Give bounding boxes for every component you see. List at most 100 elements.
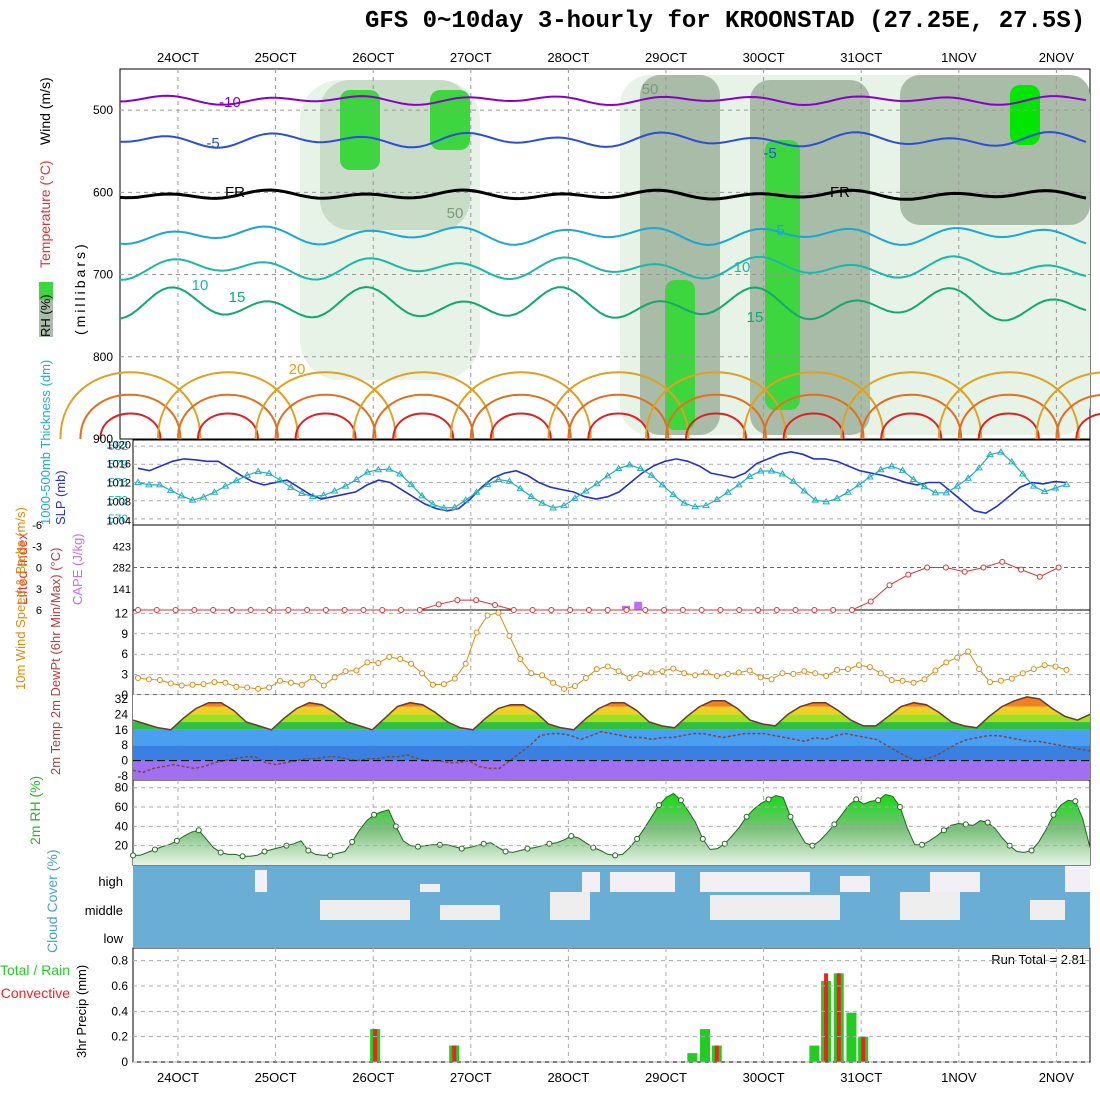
cloud-row-high: high bbox=[98, 874, 123, 889]
thickness-line-marker bbox=[1018, 470, 1027, 477]
rh-marker bbox=[721, 840, 728, 847]
thickness-line-marker bbox=[702, 501, 710, 509]
mid-clear bbox=[900, 892, 960, 920]
date-label: 25OCT bbox=[255, 1070, 297, 1085]
wind-speed-line-marker bbox=[593, 666, 600, 673]
rh-marker bbox=[480, 840, 487, 847]
wind-speed-line-marker bbox=[713, 672, 720, 679]
temperature-contour bbox=[119, 285, 1087, 322]
pressure-tick: 500 bbox=[93, 103, 113, 117]
li-line-marker bbox=[510, 607, 517, 613]
li-line-marker bbox=[999, 558, 1006, 565]
thickness-line-marker bbox=[767, 466, 776, 474]
wind-speed-line-marker bbox=[626, 675, 633, 681]
thickness-line-marker bbox=[691, 502, 699, 510]
thickness-line-marker bbox=[887, 462, 896, 469]
wind-speed-line-marker bbox=[812, 670, 819, 677]
wind-speed-line-marker bbox=[921, 676, 928, 683]
axis-tick: 0.6 bbox=[111, 979, 128, 993]
li-line-marker bbox=[773, 607, 780, 613]
wind-speed-line-marker bbox=[1019, 670, 1026, 677]
temperature-contour bbox=[119, 130, 1087, 149]
temperature-contour bbox=[119, 225, 1087, 247]
wind-speed-line-marker bbox=[768, 676, 775, 683]
thickness-line-marker bbox=[483, 480, 492, 487]
thickness-line-marker bbox=[363, 468, 372, 475]
temp-ylabel: 2m Temp 2m DewPt (6hr Min/Max) (°C) bbox=[48, 548, 63, 775]
wind-speed-line bbox=[137, 612, 1067, 690]
li-line-marker bbox=[153, 607, 160, 613]
warm-contour bbox=[469, 393, 572, 440]
rh-marker bbox=[436, 841, 443, 848]
rh-line bbox=[133, 792, 1091, 857]
date-label: 30OCT bbox=[743, 50, 785, 65]
thickness-line-marker bbox=[341, 482, 350, 489]
thickness-line-marker bbox=[953, 482, 962, 489]
li-line-marker bbox=[228, 607, 235, 613]
li-line-marker bbox=[416, 607, 423, 613]
thickness-line-marker bbox=[745, 472, 754, 479]
wind-speed-line-marker bbox=[156, 677, 163, 684]
axis-tick: 20 bbox=[115, 839, 129, 853]
rh-marker bbox=[151, 846, 158, 853]
wind-speed-line-marker bbox=[659, 668, 666, 675]
axis-tick: 579 bbox=[108, 457, 128, 471]
date-label: 28OCT bbox=[547, 50, 589, 65]
date-label: 24OCT bbox=[157, 1070, 199, 1085]
thickness-line-marker bbox=[505, 477, 514, 484]
date-label: 2NOV bbox=[1039, 1070, 1075, 1085]
high-clear bbox=[840, 876, 870, 892]
contour-label: 15 bbox=[229, 289, 246, 306]
wind-speed-line-marker bbox=[353, 667, 360, 674]
wind-speed-line-marker bbox=[582, 675, 589, 681]
li-line-marker bbox=[717, 607, 724, 613]
thickness-line-marker bbox=[636, 464, 645, 472]
warm-contour bbox=[957, 393, 1060, 440]
thickness-line-marker bbox=[865, 473, 874, 480]
li-line-marker bbox=[980, 564, 987, 571]
axis-tick: 0 bbox=[36, 563, 42, 575]
thickness-line-marker bbox=[461, 496, 470, 503]
high-clear bbox=[610, 872, 675, 892]
wind-speed-line-marker bbox=[888, 677, 895, 684]
axis-tick: 1012 bbox=[107, 478, 131, 490]
mid-clear bbox=[1030, 900, 1065, 920]
warm-contour bbox=[449, 371, 592, 440]
thickness-line-marker bbox=[155, 480, 164, 488]
li-line-marker bbox=[604, 607, 611, 613]
li-line-marker bbox=[642, 607, 649, 613]
thickness-line-marker bbox=[778, 470, 787, 477]
date-label: 25OCT bbox=[255, 50, 297, 65]
axis-tick: 570 bbox=[108, 512, 128, 526]
thickness-line-marker bbox=[210, 488, 219, 495]
axis-tick: 3 bbox=[36, 584, 42, 596]
wind-speed-line-marker bbox=[648, 669, 655, 676]
thickness-line-marker bbox=[986, 450, 994, 458]
thickness-line-marker bbox=[527, 492, 536, 499]
li-line-marker bbox=[585, 607, 592, 613]
thickness-line-marker bbox=[756, 466, 765, 474]
wind-speed-line-marker bbox=[528, 670, 535, 677]
wind-speed-line-marker bbox=[1008, 675, 1015, 682]
li-line-marker bbox=[942, 564, 949, 571]
thickness-line-marker bbox=[1029, 482, 1038, 489]
axis-tick: -3 bbox=[32, 541, 42, 553]
axis-tick: 1016 bbox=[107, 459, 131, 471]
li-line-marker bbox=[379, 607, 386, 613]
thickness-line-marker bbox=[713, 495, 721, 502]
high-clear bbox=[420, 884, 440, 892]
thickness-line-marker bbox=[221, 482, 230, 489]
thickness-line-marker bbox=[560, 501, 568, 509]
li-line-marker bbox=[698, 607, 705, 613]
convective-bar bbox=[824, 973, 829, 1062]
rh-marker bbox=[918, 841, 925, 848]
rh-band bbox=[430, 90, 470, 150]
cloud-row-middle: middle bbox=[85, 903, 123, 918]
thickness-line-marker bbox=[418, 491, 426, 499]
wind-speed-line-marker bbox=[375, 660, 382, 667]
rh-marker bbox=[590, 844, 597, 851]
rh-marker bbox=[699, 835, 706, 842]
axis-tick: 32 bbox=[115, 692, 129, 706]
li-line-marker bbox=[924, 564, 931, 571]
